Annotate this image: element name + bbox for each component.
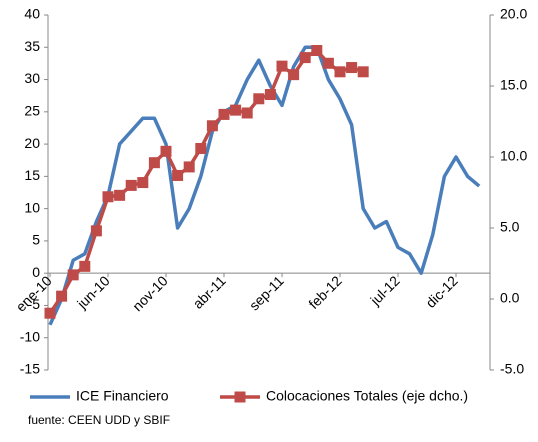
marker [288,69,300,81]
y-tick-label: -10 [20,328,40,344]
y-tick-label: 10 [24,199,40,215]
marker [322,57,334,69]
x-tick-label: sep-11 [246,272,287,313]
marker [79,260,91,272]
marker [241,107,253,119]
y2-tick-label: 0.0 [500,290,520,306]
legend-label: ICE Financiero [76,388,169,404]
marker [253,93,265,105]
marker [114,189,126,201]
marker [195,142,207,154]
marker [311,45,323,56]
marker [264,89,276,101]
marker [299,52,311,64]
x-tick-label: nov-10 [129,272,171,314]
x-tick-label: jul-12 [367,272,403,308]
y-tick-label: -15 [20,361,40,377]
marker [218,108,230,120]
legend-label: Colocaciones Totales (eje dcho.) [266,388,468,404]
y-tick-label: 25 [24,103,40,119]
marker [172,169,184,181]
series-line [48,48,364,315]
y-tick-label: 40 [24,6,40,22]
marker [183,161,195,173]
y-tick-label: -5 [28,296,41,312]
marker [334,66,346,78]
marker [125,179,137,191]
marker [357,66,369,78]
x-tick-label: dic-12 [422,272,460,310]
series-line [48,45,481,326]
marker [160,145,172,157]
y2-tick-label: 15.0 [500,77,527,93]
marker [148,157,160,169]
y2-tick-label: 20.0 [500,6,527,22]
x-tick-label: abr-11 [190,272,229,311]
marker [137,177,149,189]
y2-tick-label: 10.0 [500,148,527,164]
y-tick-label: 5 [32,232,40,248]
x-tick-label: jun-10 [73,272,113,312]
y2-tick-label: 5.0 [500,219,520,235]
x-tick-label: feb-12 [305,272,345,312]
marker [206,120,218,132]
marker [276,60,288,72]
marker [44,307,56,319]
marker [102,191,114,203]
marker [56,290,68,302]
marker [346,62,358,74]
y-tick-label: 30 [24,70,40,86]
y2-tick-label: -5.0 [500,361,524,377]
y-tick-label: 15 [24,167,40,183]
y-tick-label: 0 [32,264,40,280]
source-note: fuente: CEEN UDD y SBIF [28,413,170,427]
y-tick-label: 20 [24,135,40,151]
marker [90,225,102,237]
marker [230,104,242,116]
y-tick-label: 35 [24,38,40,54]
marker [67,269,79,281]
legend-marker [234,391,246,403]
